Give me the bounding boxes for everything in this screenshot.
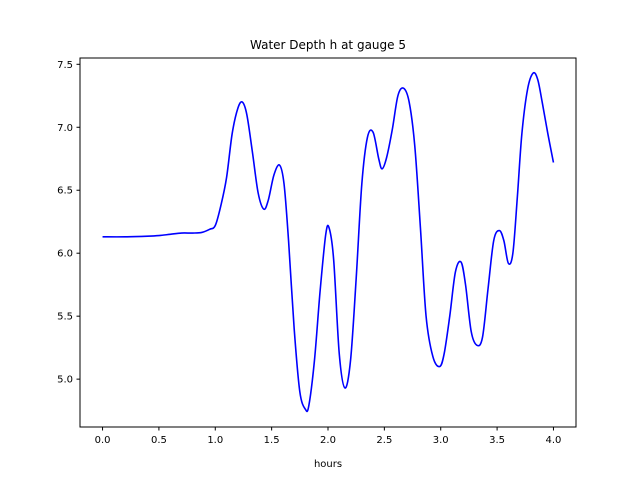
- y-tick-label: 5.5: [57, 312, 73, 323]
- x-axis-label: hours: [314, 459, 342, 470]
- x-tick-label: 4.0: [546, 435, 562, 446]
- y-tick-label: 5.0: [57, 375, 73, 386]
- x-tick-label: 0.5: [151, 435, 167, 446]
- x-axis-ticks: 0.0 0.5 1.0 1.5 2.0 2.5 3.0 3.5 4.0: [95, 427, 562, 446]
- x-tick-label: 3.5: [489, 435, 505, 446]
- x-tick-label: 2.0: [320, 435, 336, 446]
- y-tick-label: 6.0: [57, 249, 73, 260]
- y-tick-label: 7.0: [57, 123, 73, 134]
- x-tick-label: 2.5: [376, 435, 392, 446]
- x-tick-label: 1.0: [207, 435, 223, 446]
- x-tick-label: 3.0: [433, 435, 449, 446]
- x-tick-label: 0.0: [95, 435, 111, 446]
- x-tick-label: 1.5: [264, 435, 280, 446]
- chart-title: Water Depth h at gauge 5: [250, 38, 406, 52]
- y-tick-label: 7.5: [57, 60, 73, 71]
- y-axis-ticks: 5.0 5.5 6.0 6.5 7.0 7.5: [57, 60, 80, 386]
- plot-frame: [79, 57, 577, 428]
- plot-series: [102, 71, 555, 413]
- y-tick-label: 6.5: [57, 186, 73, 197]
- series-line: [102, 71, 555, 413]
